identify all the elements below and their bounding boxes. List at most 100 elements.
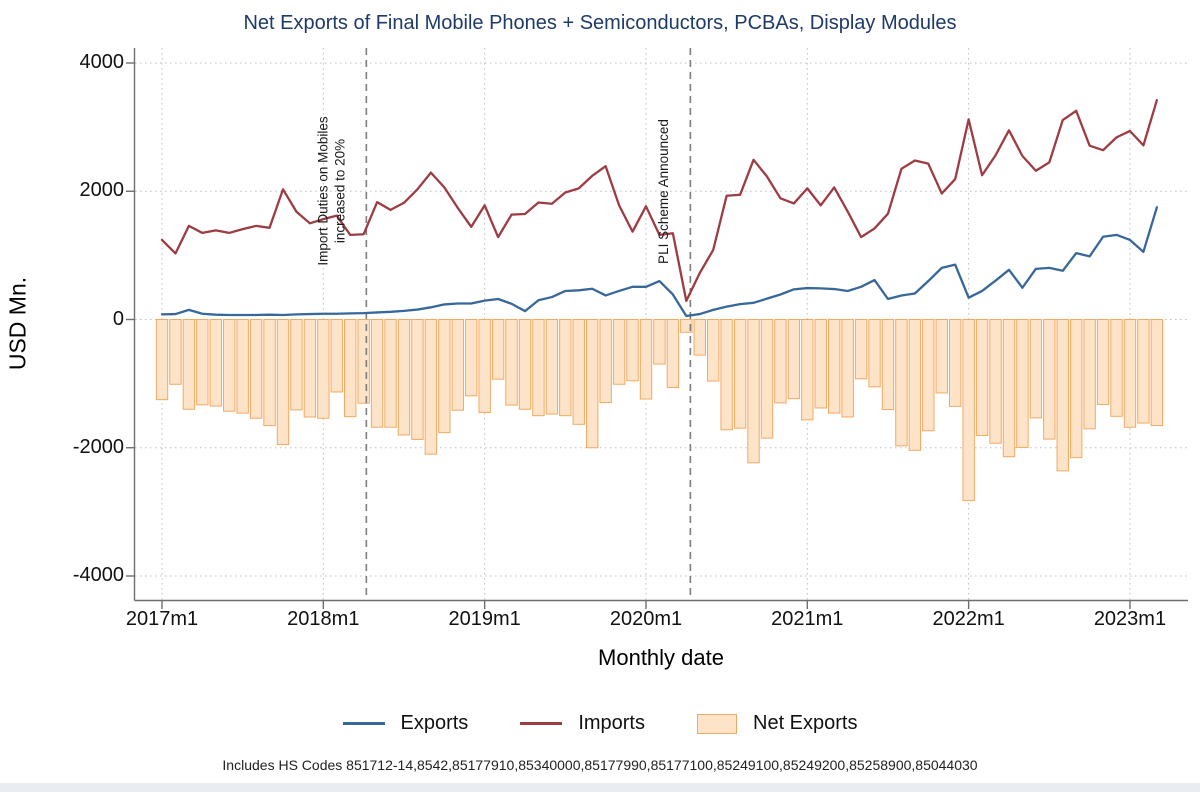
legend-label-exports: Exports <box>400 712 469 734</box>
net-exports-bar <box>491 319 505 380</box>
x-axis-title: Monthly date <box>598 645 724 670</box>
net-exports-bar <box>357 319 370 404</box>
chart-title: Net Exports of Final Mobile Phones + Sem… <box>243 12 957 34</box>
net-exports-bar <box>1096 319 1110 405</box>
net-exports-bar <box>814 319 827 409</box>
exports-line-swatch <box>342 722 385 725</box>
net-exports-bar <box>182 319 196 410</box>
net-exports-bar <box>424 319 438 455</box>
net-exports-bar <box>626 319 639 382</box>
net-exports-bar <box>693 319 706 356</box>
net-exports-bar <box>599 319 612 404</box>
legend-label-net-exports: Net Exports <box>753 712 858 734</box>
net-exports-bar <box>948 319 962 407</box>
net-exports-bar <box>572 319 585 425</box>
net-exports-bar <box>303 319 317 418</box>
bottom-strip <box>0 783 1200 792</box>
event-annotation-text: PLI Scheme Announced <box>656 118 672 264</box>
net-exports-bar <box>989 319 1002 444</box>
net-exports-bar <box>155 319 169 401</box>
net-exports-bar-swatch <box>697 713 737 734</box>
legend-item-imports: Imports <box>520 712 645 735</box>
net-exports-bar <box>276 319 290 446</box>
net-exports-bar <box>317 319 330 419</box>
net-exports-bar <box>612 319 626 385</box>
net-exports-bar <box>828 319 841 414</box>
net-exports-bar <box>1056 319 1069 472</box>
net-exports-bar <box>962 319 975 502</box>
net-exports-bar <box>881 319 895 411</box>
net-exports-bar <box>451 319 464 411</box>
net-exports-bar <box>465 319 478 397</box>
net-exports-bar <box>801 319 814 421</box>
imports-line-swatch <box>520 722 563 725</box>
y-tick-label: -4000 <box>72 564 124 586</box>
net-exports-bar <box>854 319 868 380</box>
x-tick-label: 2023m1 <box>1093 608 1167 630</box>
net-exports-bar <box>841 319 854 418</box>
net-exports-bar <box>532 319 545 417</box>
net-exports-bar <box>518 319 532 410</box>
net-exports-bar <box>411 319 424 440</box>
net-exports-bar <box>290 319 303 411</box>
net-exports-bar <box>209 319 222 407</box>
net-exports-bar <box>895 319 908 447</box>
net-exports-bar <box>249 319 263 419</box>
net-exports-bar <box>1123 319 1137 428</box>
net-exports-bar <box>545 319 559 415</box>
net-exports-bar <box>1137 319 1150 424</box>
net-exports-bar <box>1083 319 1096 430</box>
legend-item-exports: Exports <box>342 712 469 735</box>
exports-line <box>160 206 1159 318</box>
net-exports-bar <box>169 319 182 385</box>
net-exports-bar <box>653 319 666 365</box>
y-tick-label: -2000 <box>72 435 124 458</box>
net-exports-bar <box>1002 319 1016 458</box>
net-exports-bar <box>1043 319 1056 440</box>
net-exports-bar <box>922 319 935 432</box>
net-exports-bar <box>774 319 787 404</box>
net-exports-bar <box>733 319 747 429</box>
net-exports-bar <box>370 319 384 428</box>
net-exports-bar <box>397 319 411 436</box>
x-tick-label: 2019m1 <box>448 608 521 630</box>
net-exports-bar <box>223 319 236 412</box>
legend-item-net-exports: Net Exports <box>697 712 857 735</box>
net-exports-bar <box>908 319 922 451</box>
y-tick-label: 4000 <box>79 51 125 73</box>
net-exports-bar <box>935 319 948 394</box>
net-exports-bar <box>586 319 599 449</box>
net-exports-bar <box>330 319 343 393</box>
x-tick-label: 2018m1 <box>287 608 360 630</box>
net-exports-bar <box>559 319 572 417</box>
x-tick-label: 2020m1 <box>609 608 683 630</box>
legend-label-imports: Imports <box>578 712 645 734</box>
net-exports-bar <box>1110 319 1123 417</box>
net-exports-bar <box>975 319 989 437</box>
net-exports-bar <box>680 319 693 333</box>
net-exports-bar <box>478 319 491 413</box>
net-exports-bar <box>639 319 653 400</box>
y-tick-label: 0 <box>112 307 124 330</box>
net-exports-bar <box>747 319 760 464</box>
event-annotation-text: Import Duties on Mobiles increased to 20% <box>315 116 348 266</box>
net-exports-bar <box>868 319 881 388</box>
hs-codes-footnote: Includes HS Codes 851712-14,8542,8517791… <box>222 757 978 773</box>
y-tick-label: 2000 <box>79 179 125 202</box>
x-tick-label: 2022m1 <box>932 608 1005 630</box>
net-exports-bar <box>505 319 518 406</box>
net-exports-bar <box>438 319 451 434</box>
net-exports-bar <box>344 319 357 418</box>
imports-line <box>160 99 1159 303</box>
legend: Exports Imports Net Exports <box>0 712 1200 735</box>
net-exports-bar <box>787 319 801 400</box>
net-exports-bar <box>1150 319 1164 427</box>
net-exports-bar <box>1029 319 1043 419</box>
net-exports-bar <box>760 319 774 439</box>
net-exports-bar <box>707 319 720 382</box>
net-exports-bar <box>720 319 733 431</box>
net-exports-bar <box>263 319 276 427</box>
net-exports-bar <box>196 319 209 406</box>
